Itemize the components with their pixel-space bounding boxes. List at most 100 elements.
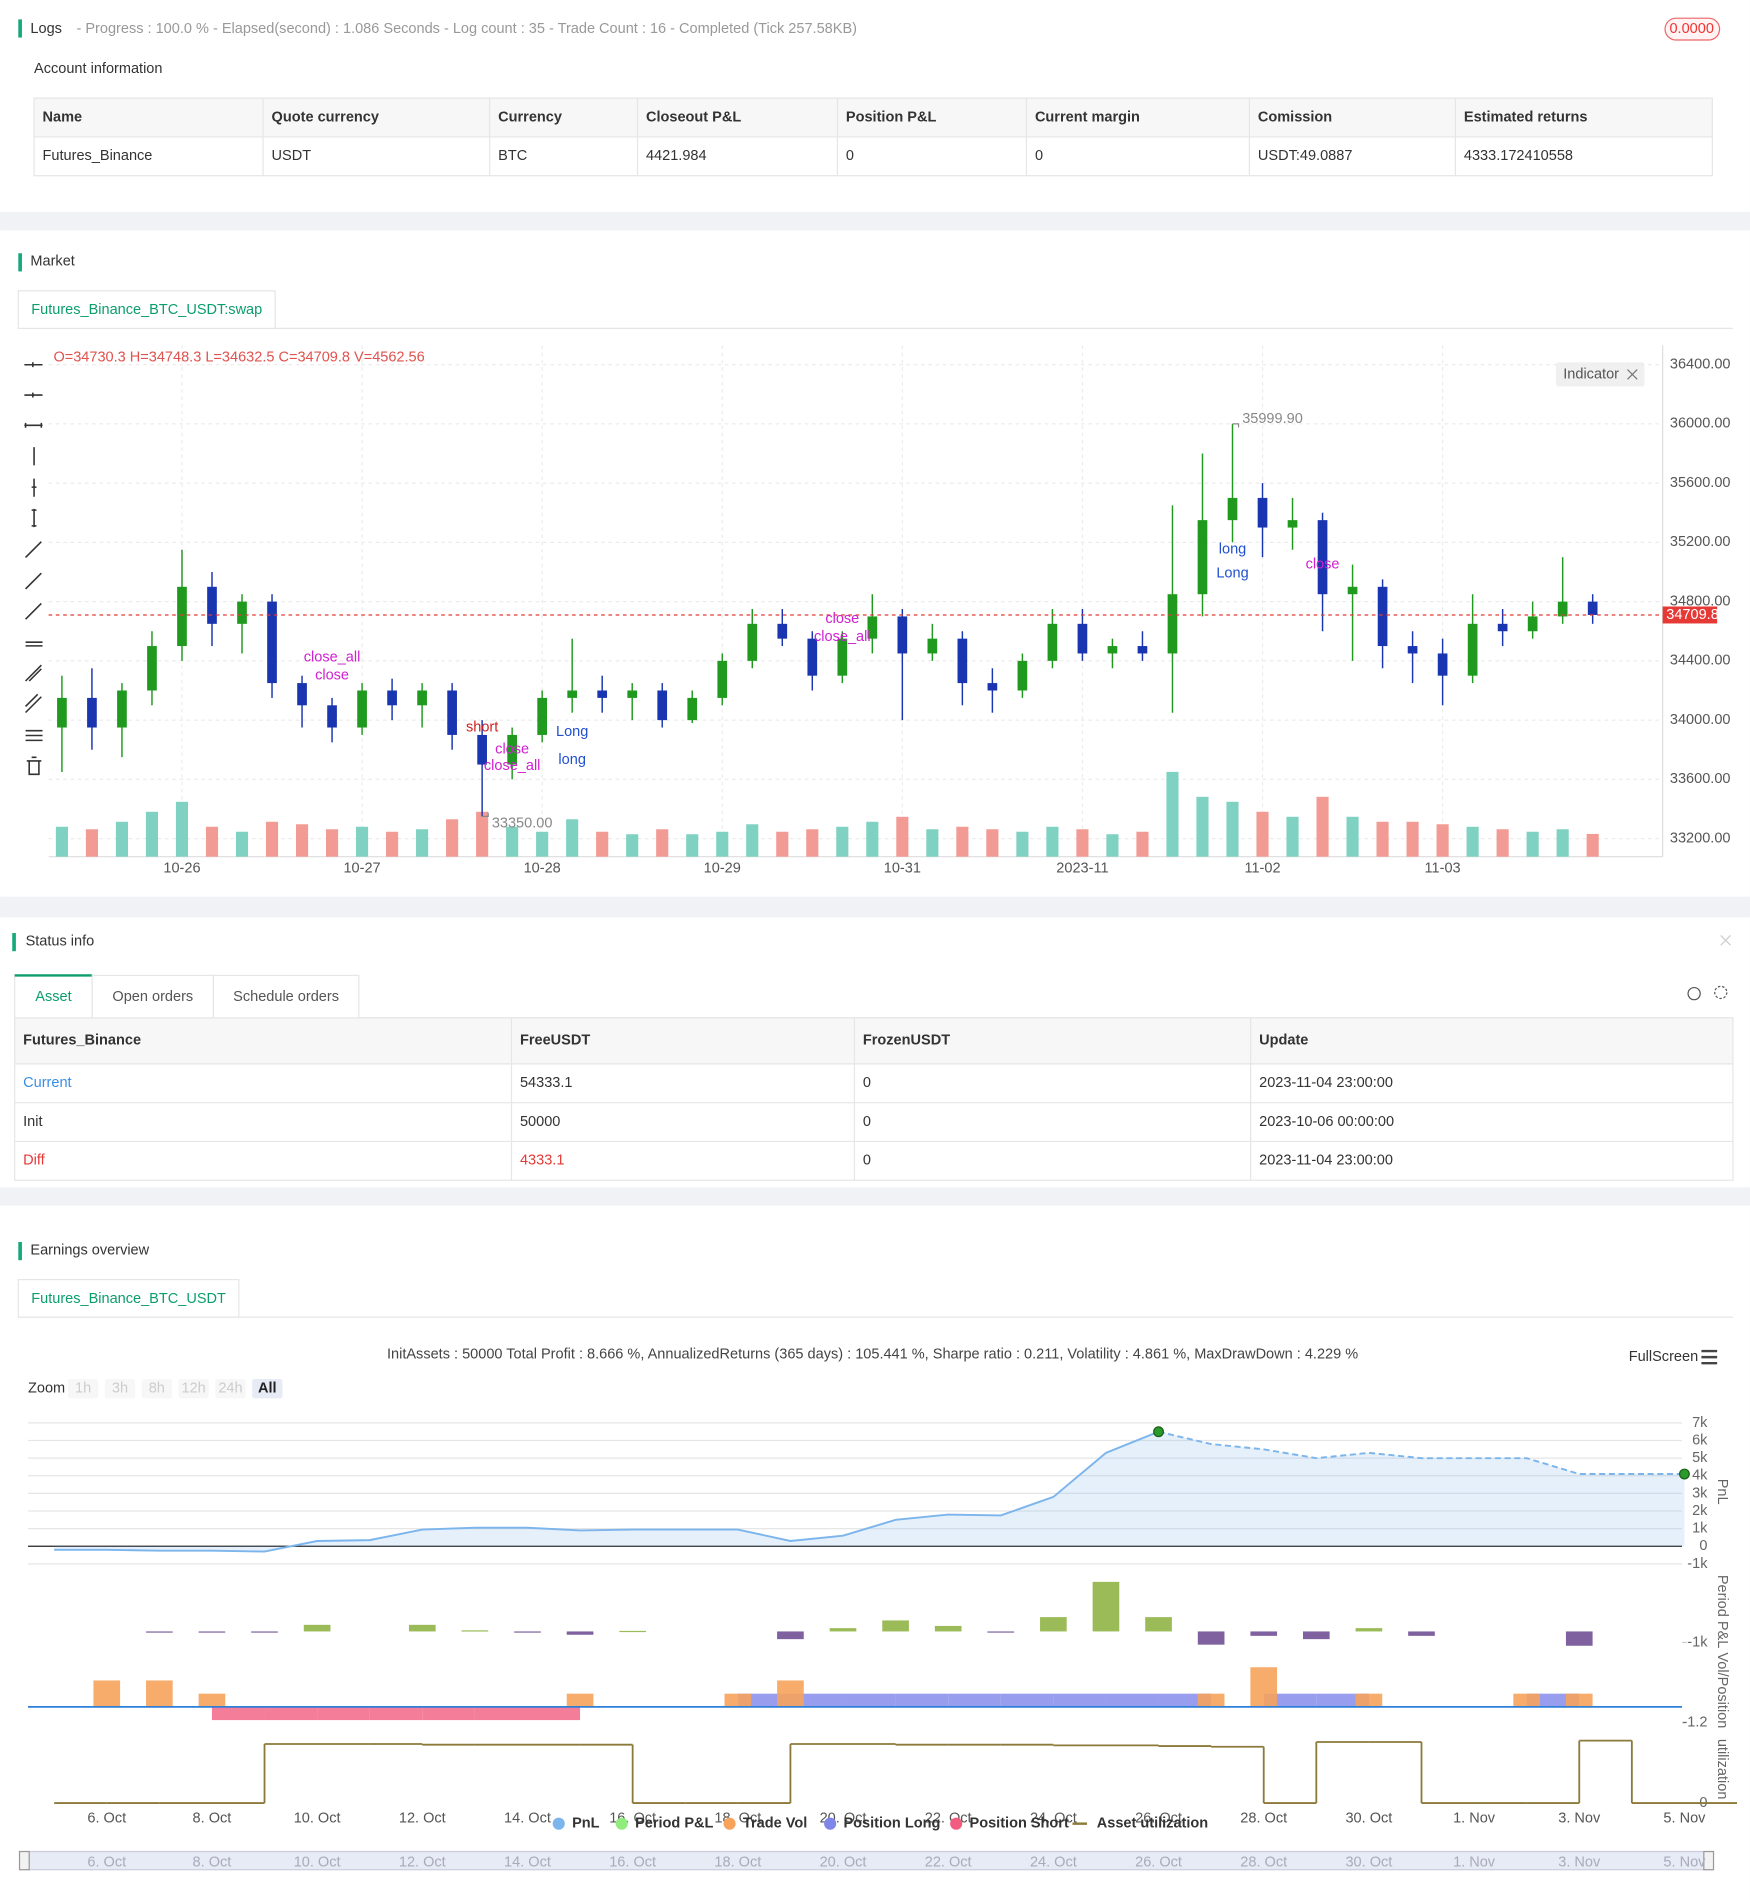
status-title: Status info	[26, 933, 95, 949]
zoom-button-text[interactable]: 1h	[75, 1380, 91, 1396]
indicator-button[interactable]	[1555, 362, 1645, 387]
menu-icon[interactable]	[1701, 1349, 1718, 1365]
candle-body	[507, 734, 517, 765]
legend-label[interactable]: Position Short	[970, 1816, 1069, 1832]
status-tab[interactable]	[212, 974, 360, 1019]
earnings-tab[interactable]	[17, 1278, 240, 1318]
x-tick-label: 6. Oct	[87, 1811, 126, 1827]
pnl-area	[54, 1431, 1685, 1552]
legend-symbol[interactable]	[824, 1817, 837, 1830]
candle-body	[237, 601, 247, 624]
status-tab-text[interactable]: Open orders	[112, 989, 193, 1005]
table-cell: Diff	[23, 1153, 45, 1169]
zoom-button-text[interactable]: 8h	[149, 1380, 165, 1396]
candle-body	[1257, 497, 1268, 528]
candle-body	[297, 683, 307, 706]
trade-annotation: close_all	[814, 629, 871, 645]
download-icon[interactable]	[1687, 986, 1701, 1001]
legend-symbol[interactable]	[552, 1817, 565, 1830]
navigator-label: 3. Nov	[1558, 1854, 1601, 1870]
candle-body	[147, 646, 157, 691]
candle-body	[267, 601, 277, 684]
y-tick-label: 33600.00	[1670, 771, 1731, 787]
zoom-button[interactable]	[252, 1378, 283, 1399]
y-tick-label: 34000.00	[1670, 712, 1731, 728]
badge-text: 0.0000	[1669, 21, 1713, 37]
legend-symbol[interactable]	[615, 1817, 628, 1830]
market-tab[interactable]	[17, 290, 276, 329]
low-label: 33350.00	[492, 816, 553, 832]
market-tab-text[interactable]: Futures_Binance_BTC_USDT:swap	[31, 302, 262, 318]
zoom-button-text[interactable]: All	[258, 1380, 277, 1396]
status-tab[interactable]	[91, 974, 214, 1019]
x-tick-label: 8. Oct	[193, 1811, 232, 1827]
position-bar	[211, 1706, 265, 1721]
candle-body	[327, 705, 337, 728]
status-tab-text[interactable]: Schedule orders	[233, 989, 339, 1005]
candle-body	[657, 690, 668, 721]
settings-icon[interactable]	[1714, 985, 1728, 1000]
table-header-cell: Closeout P&L	[646, 109, 741, 125]
table-header-cell: Currency	[498, 109, 562, 125]
zoom-button-text[interactable]: 24h	[218, 1380, 242, 1396]
candle-body	[1137, 646, 1148, 654]
zoom-button-text[interactable]: 12h	[182, 1380, 206, 1396]
position-bar	[264, 1706, 318, 1721]
x-tick-label: 3. Nov	[1558, 1811, 1601, 1827]
candle-body	[927, 638, 938, 654]
volume-bar	[956, 826, 969, 857]
table-cell: 2023-10-06 00:00:00	[1259, 1114, 1394, 1130]
navigator-handle[interactable]	[1703, 1850, 1715, 1871]
table-cell: 0	[863, 1153, 871, 1169]
trade-annotation: long	[558, 752, 585, 768]
earnings-panel	[0, 1205, 1750, 1900]
position-bar	[1000, 1693, 1054, 1707]
candle-body	[1317, 520, 1328, 595]
period-bar	[408, 1624, 436, 1632]
legend-label[interactable]: PnL	[572, 1816, 600, 1832]
zoom-button-text[interactable]: 3h	[112, 1380, 128, 1396]
trade-vol-bar	[198, 1693, 226, 1707]
section-marker	[18, 253, 22, 272]
legend-label[interactable]: Period P&L	[635, 1816, 713, 1832]
table-cell: Futures_Binance	[43, 148, 153, 164]
expand-icon[interactable]	[1627, 369, 1638, 380]
volume-bar	[115, 821, 129, 857]
table-header-cell: Current margin	[1035, 109, 1140, 125]
navigator-label: 18. Oct	[714, 1854, 761, 1870]
legend-symbol[interactable]	[723, 1817, 736, 1830]
volume-bar	[866, 821, 879, 857]
candle-body	[597, 690, 608, 698]
zoom-button[interactable]	[67, 1378, 99, 1399]
period-bar	[987, 1631, 1015, 1633]
fullscreen-button[interactable]: FullScreen	[1629, 1349, 1698, 1365]
period-bar	[1145, 1617, 1172, 1632]
x-tick-label: 10-29	[704, 861, 741, 877]
zoom-button[interactable]	[104, 1378, 136, 1399]
zoom-button[interactable]	[141, 1378, 172, 1399]
trade-annotation: close	[495, 742, 529, 758]
last-price-tag	[1662, 606, 1718, 624]
position-bar	[895, 1693, 949, 1707]
candle-body	[897, 616, 908, 654]
candle-body	[387, 690, 397, 706]
indicator-text[interactable]: Indicator	[1563, 366, 1619, 382]
navigator-handle[interactable]	[18, 1850, 30, 1871]
earnings-tab-text[interactable]: Futures_Binance_BTC_USDT	[31, 1291, 226, 1307]
stats-line: InitAssets : 50000 Total Profit : 8.666 …	[387, 1347, 1358, 1363]
status-tab-text[interactable]: Asset	[35, 989, 71, 1005]
table-header-cell: Position P&L	[846, 109, 937, 125]
legend-symbol[interactable]	[950, 1817, 963, 1830]
legend-label[interactable]: Position Long	[843, 1816, 940, 1832]
legend-label[interactable]: Trade Vol	[743, 1816, 807, 1832]
table-header-bg	[14, 1017, 1733, 1064]
position-bar	[1105, 1693, 1159, 1707]
candle-body	[1167, 594, 1178, 654]
legend-label[interactable]: Asset utilization	[1097, 1816, 1208, 1832]
zoom-button[interactable]	[215, 1378, 246, 1399]
zoom-button[interactable]	[178, 1378, 209, 1399]
collapse-icon[interactable]	[1720, 935, 1731, 946]
logs-summary: - Progress : 100.0 % - Elapsed(second) :…	[76, 21, 857, 37]
trade-annotation: long	[1219, 542, 1246, 558]
trade-vol-bar	[1513, 1693, 1540, 1707]
